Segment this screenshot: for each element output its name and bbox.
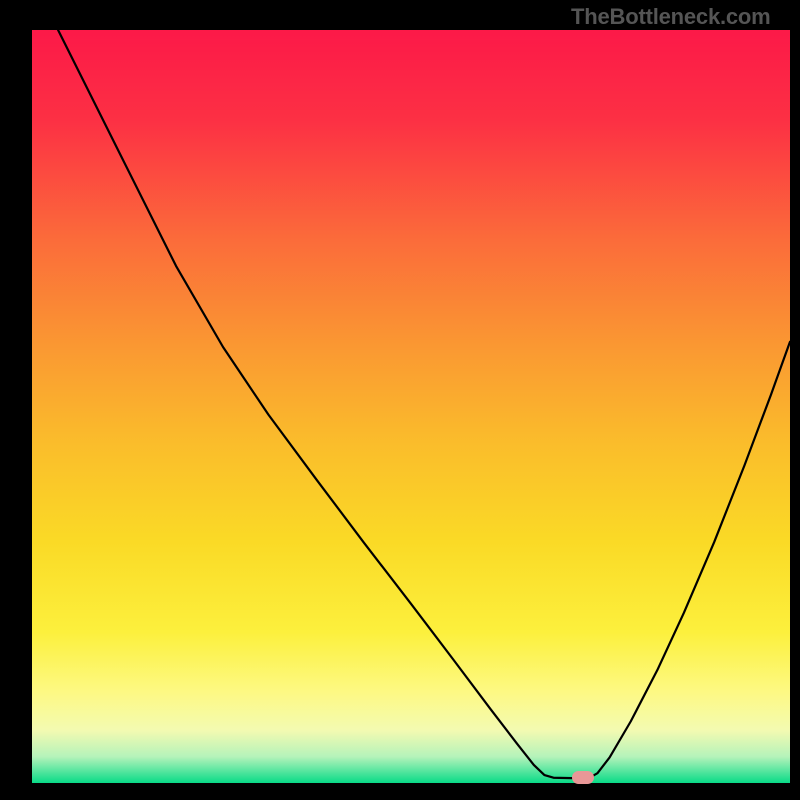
frame-bottom xyxy=(0,783,800,800)
frame-right xyxy=(790,0,800,800)
watermark-text: TheBottleneck.com xyxy=(571,4,771,30)
chart-root: TheBottleneck.com xyxy=(0,0,800,800)
bottleneck-curve xyxy=(58,30,790,778)
curve-svg xyxy=(32,30,790,783)
optimal-marker xyxy=(572,771,594,784)
plot-area xyxy=(32,30,790,783)
frame-left xyxy=(0,0,32,800)
